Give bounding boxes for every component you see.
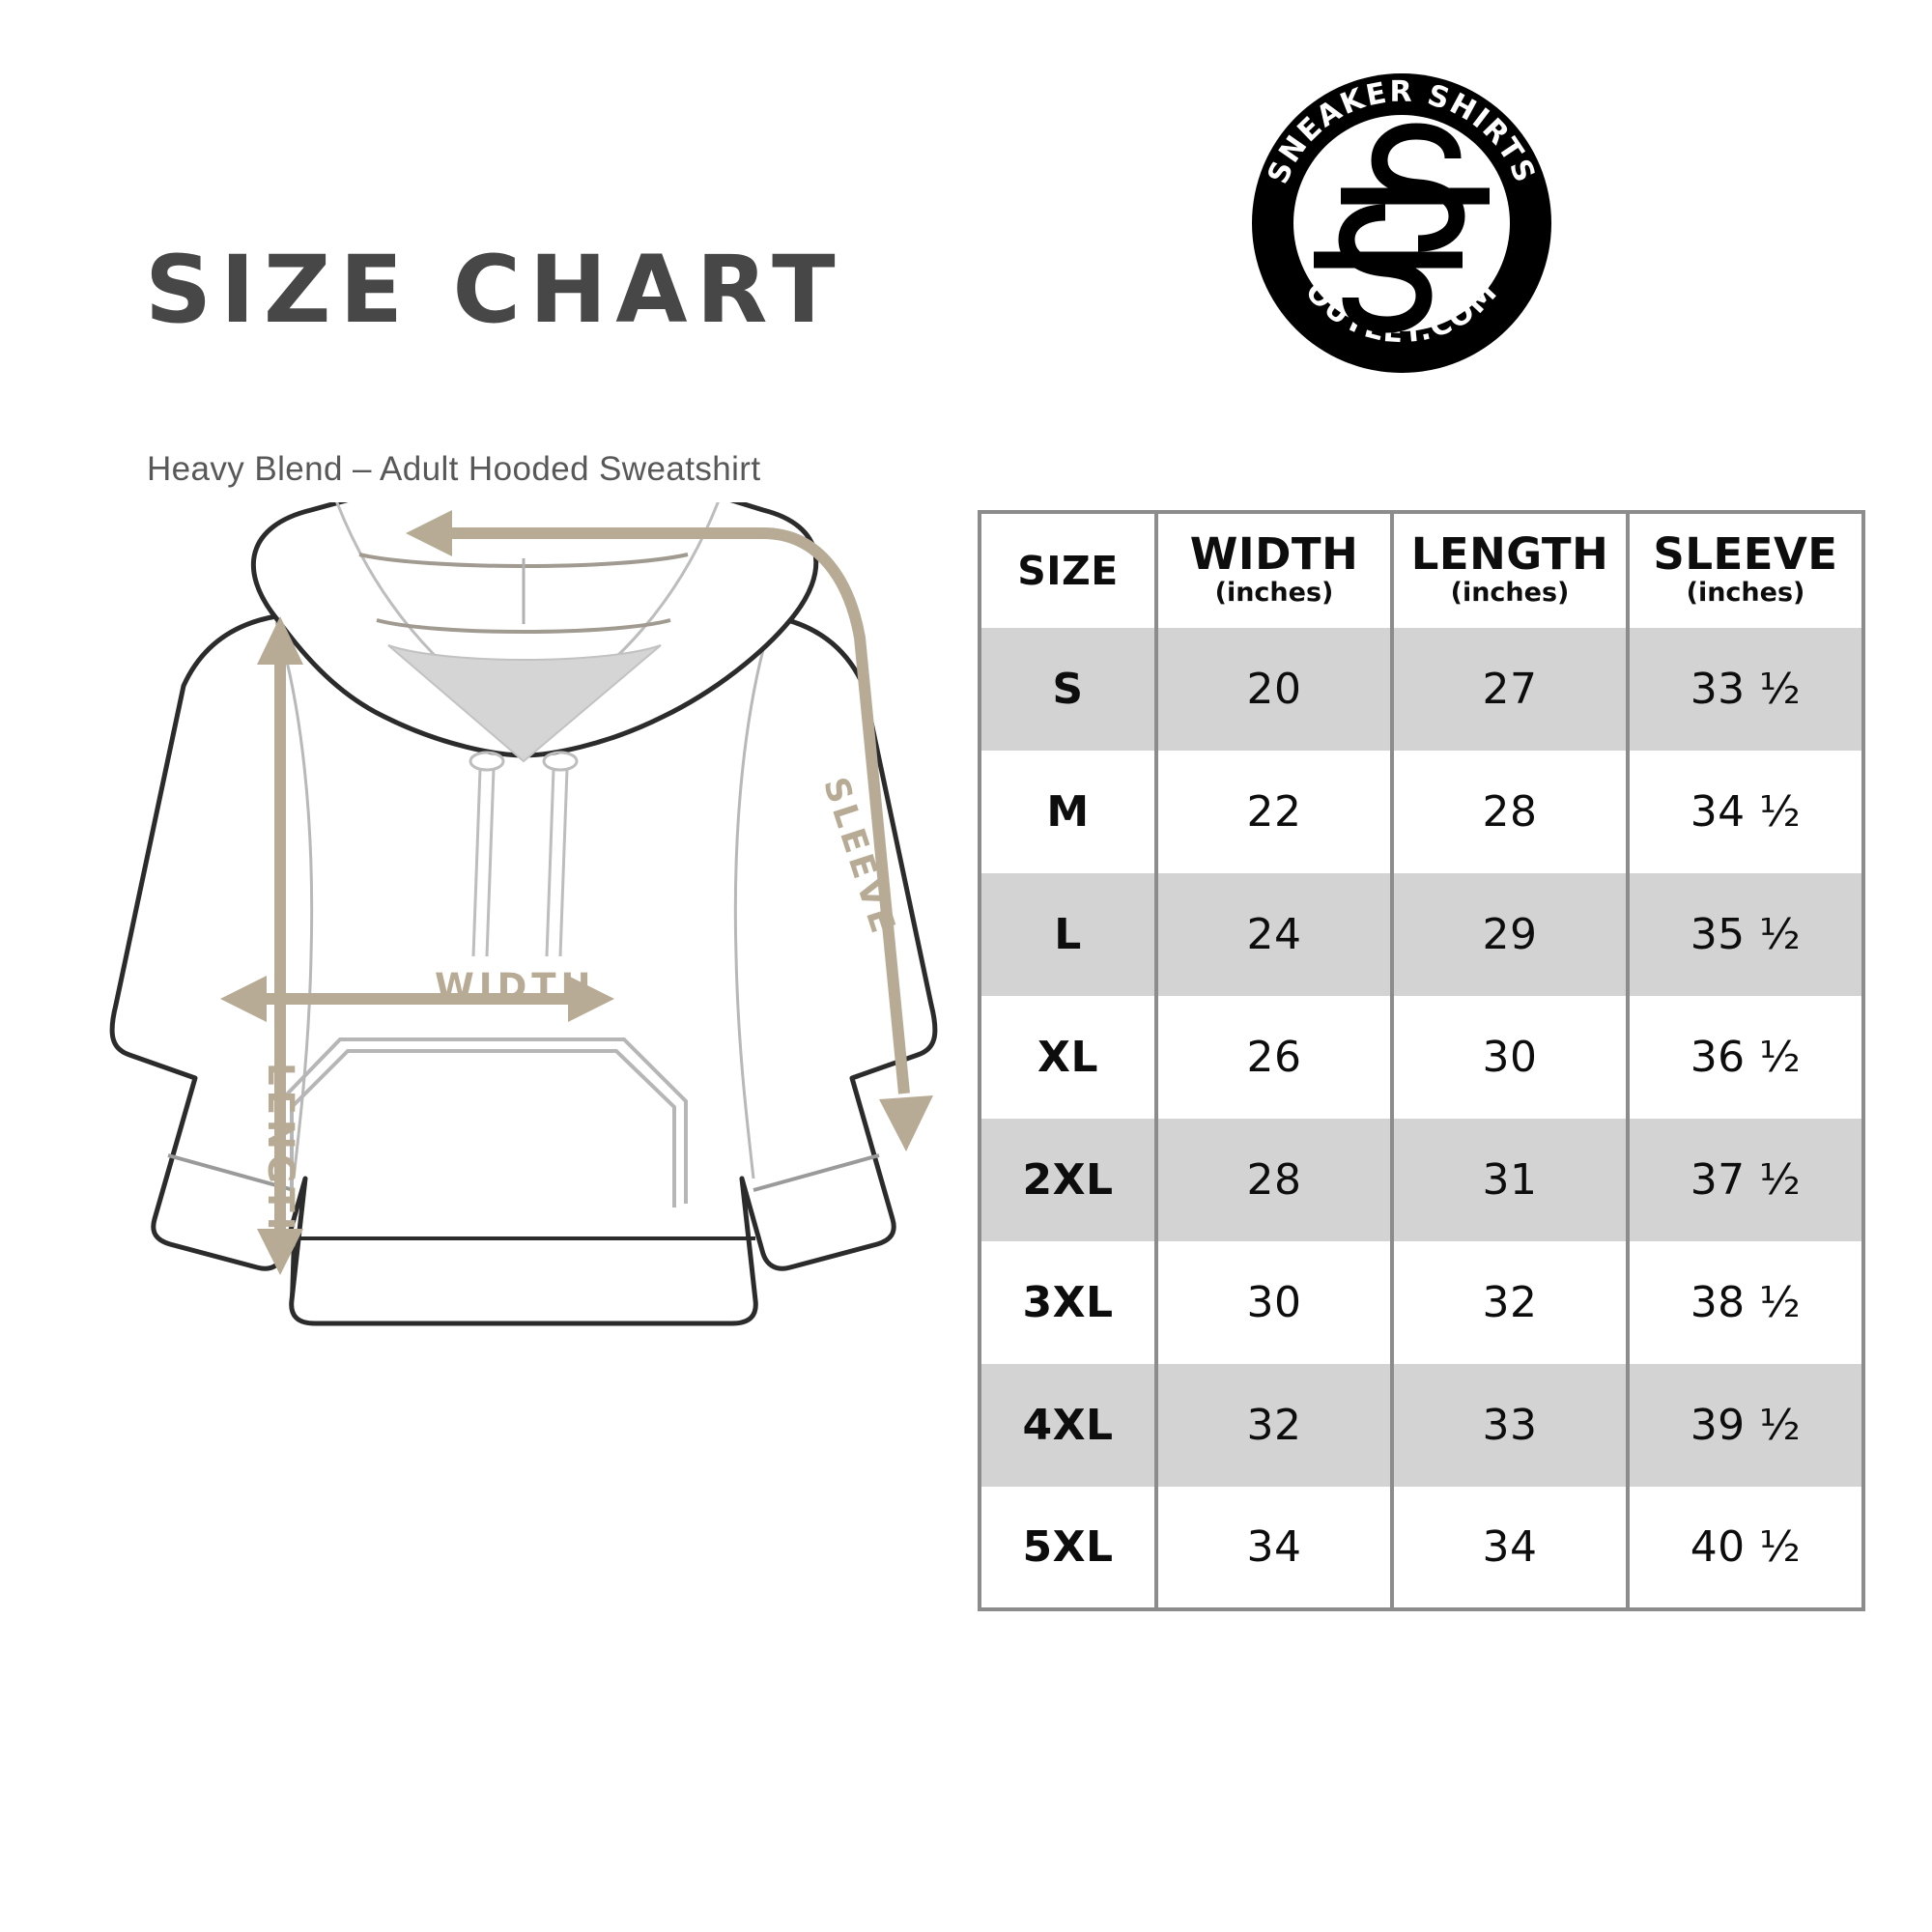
- page-subtitle: Heavy Blend – Adult Hooded Sweatshirt: [147, 450, 761, 488]
- header-sleeve-label: SLEEVE: [1653, 527, 1838, 580]
- sleeve-measure-arrow: [435, 527, 910, 1094]
- header-sleeve-unit: (inches): [1686, 578, 1805, 609]
- cell-width: 22: [1154, 751, 1394, 873]
- logo-ss-monogram: [1314, 123, 1490, 333]
- cell-size: M: [980, 751, 1158, 873]
- cell-size: S: [980, 628, 1158, 751]
- cell-length: 29: [1390, 873, 1630, 996]
- hoodie-body-outline: [109, 592, 938, 1326]
- cell-length: 28: [1390, 751, 1630, 873]
- page-title: SIZE CHART: [145, 236, 844, 344]
- table-row: M 22 28 34 ½: [980, 751, 1863, 873]
- header-width: WIDTH (inches): [1154, 512, 1394, 628]
- cell-sleeve: 36 ½: [1626, 996, 1863, 1119]
- header-length-unit: (inches): [1450, 578, 1570, 609]
- left-shoulder-seam: [274, 621, 314, 1179]
- hoodie-illustration: [109, 502, 938, 1326]
- cell-length: 32: [1390, 1241, 1630, 1364]
- cell-sleeve: 34 ½: [1626, 751, 1863, 873]
- size-table-container: SIZE WIDTH (inches) LENGTH (inches) SLEE…: [978, 510, 1865, 1611]
- width-label: WIDTH: [435, 966, 596, 1008]
- neck-triangle: [387, 644, 662, 763]
- cell-width: 24: [1154, 873, 1394, 996]
- table-row: 4XL 32 33 39 ½: [980, 1364, 1863, 1487]
- length-label: LENGTH: [260, 1063, 301, 1252]
- sleeve-arrow-head-end: [879, 1095, 933, 1151]
- header-width-label: WIDTH: [1189, 527, 1359, 580]
- right-cuff-line: [753, 1153, 880, 1192]
- table-row: 2XL 28 31 37 ½: [980, 1119, 1863, 1241]
- cell-sleeve: 33 ½: [1626, 628, 1863, 751]
- cell-sleeve: 35 ½: [1626, 873, 1863, 996]
- cell-size: L: [980, 873, 1158, 996]
- width-measure-arrow: [220, 976, 614, 1022]
- cell-width: 30: [1154, 1241, 1394, 1364]
- cell-size: 4XL: [980, 1364, 1158, 1487]
- hem-band-left-edge: [290, 1237, 296, 1301]
- length-measure-arrow: [257, 616, 303, 1275]
- header-length-label: LENGTH: [1410, 527, 1609, 580]
- cell-length: 33: [1390, 1364, 1630, 1487]
- cell-width: 28: [1154, 1119, 1394, 1241]
- cell-sleeve: 40 ½: [1626, 1487, 1863, 1609]
- cell-sleeve: 38 ½: [1626, 1241, 1863, 1364]
- left-cuff-line: [167, 1153, 295, 1192]
- table-row: S 20 27 33 ½: [980, 628, 1863, 751]
- table-header-row: SIZE WIDTH (inches) LENGTH (inches) SLEE…: [980, 512, 1863, 628]
- cell-size: XL: [980, 996, 1158, 1119]
- cell-length: 34: [1390, 1487, 1630, 1609]
- brand-logo: SNEAKER SHIRTS OUTLET.COM: [1252, 73, 1551, 373]
- header-width-unit: (inches): [1214, 578, 1334, 609]
- cell-length: 30: [1390, 996, 1630, 1119]
- cell-size: 2XL: [980, 1119, 1158, 1241]
- header-size-label: SIZE: [1017, 548, 1119, 594]
- right-shoulder-seam: [733, 621, 773, 1179]
- cell-width: 34: [1154, 1487, 1394, 1609]
- cell-size: 3XL: [980, 1241, 1158, 1364]
- illustration-panel: SIZE CHART Heavy Blend – Adult Hooded Sw…: [109, 236, 938, 1326]
- cell-sleeve: 39 ½: [1626, 1364, 1863, 1487]
- drawstring-left: [469, 751, 505, 957]
- table-row: 3XL 30 32 38 ½: [980, 1241, 1863, 1364]
- sleeve-arrow-head-start: [406, 510, 452, 556]
- cell-width: 32: [1154, 1364, 1394, 1487]
- cell-length: 31: [1390, 1119, 1630, 1241]
- hood-outline: [251, 502, 819, 758]
- cell-width: 20: [1154, 628, 1394, 751]
- cell-sleeve: 37 ½: [1626, 1119, 1863, 1241]
- header-length: LENGTH (inches): [1390, 512, 1630, 628]
- cell-width: 26: [1154, 996, 1394, 1119]
- logo-inner-circle: [1293, 115, 1510, 331]
- cell-length: 27: [1390, 628, 1630, 751]
- header-size: SIZE: [980, 512, 1158, 628]
- table-row: L 24 29 35 ½: [980, 873, 1863, 996]
- table-row: XL 26 30 36 ½: [980, 996, 1863, 1119]
- drawstring-right: [542, 751, 579, 957]
- cell-size: 5XL: [980, 1487, 1158, 1609]
- hood-inner-seam-lower: [376, 618, 671, 634]
- header-sleeve: SLEEVE (inches): [1626, 512, 1863, 628]
- table-row: 5XL 34 34 40 ½: [980, 1487, 1863, 1609]
- size-table: SIZE WIDTH (inches) LENGTH (inches) SLEE…: [978, 510, 1865, 1611]
